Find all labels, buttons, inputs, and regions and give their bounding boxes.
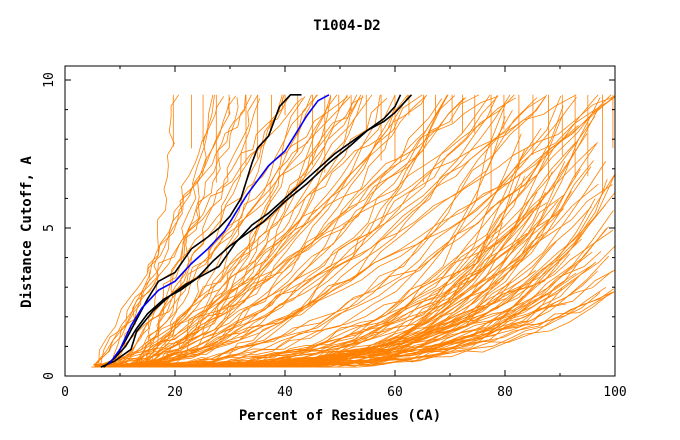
background-series-line [110, 96, 225, 368]
background-series-line [95, 97, 517, 367]
background-series-line [134, 97, 614, 368]
y-tick-label: 5 [42, 224, 57, 232]
background-series-line [124, 94, 246, 366]
highlight-series-line-black-3 [102, 94, 402, 368]
y-axis-label: Distance Cutoff, A [19, 156, 35, 308]
background-series-line [93, 94, 285, 366]
background-series-line [142, 94, 332, 367]
highlight-series-line-blue [108, 94, 330, 365]
background-series-line [115, 94, 358, 368]
highlight-series-line-black-2 [100, 94, 413, 368]
background-series-line [129, 94, 259, 366]
background-series-line [105, 96, 351, 368]
background-series-line [98, 94, 252, 368]
x-tick-label: 0 [61, 385, 69, 400]
x-tick-label: 20 [167, 385, 183, 400]
background-series-line [96, 94, 423, 368]
background-series-line [93, 96, 349, 366]
background-series-line [131, 96, 498, 368]
background-series-line [117, 94, 373, 368]
background-series-line [143, 94, 283, 368]
x-axis-label: Percent of Residues (CA) [239, 408, 441, 424]
highlight-series-group [100, 94, 413, 368]
background-series-line [137, 96, 616, 366]
background-series-line [103, 94, 348, 368]
background-series-line [139, 97, 284, 365]
background-series-line [106, 194, 565, 368]
x-tick-label: 40 [277, 385, 293, 400]
axes: 0 20 40 60 80 100 0 5 10 [42, 66, 627, 400]
background-series-line [131, 98, 261, 368]
highlight-series-line-black-1 [102, 94, 302, 368]
background-series-line [121, 183, 599, 368]
background-series-line [91, 204, 607, 368]
background-series-line [96, 97, 231, 365]
background-series-line [138, 94, 318, 368]
background-series-line [134, 106, 600, 368]
background-series-line [150, 96, 332, 366]
background-series-line [115, 94, 381, 368]
background-series-line [94, 97, 465, 366]
y-tick-label: 0 [42, 372, 57, 380]
background-series-line [125, 94, 312, 368]
background-series-line [144, 94, 180, 366]
background-series-line [128, 115, 596, 368]
x-tick-label: 80 [497, 385, 513, 400]
background-series-line [105, 97, 467, 366]
background-series-line [145, 97, 239, 368]
chart-title: T1004-D2 [313, 18, 380, 34]
background-series-group [91, 94, 616, 368]
x-tick-label: 60 [387, 385, 403, 400]
background-series-line [118, 96, 546, 368]
background-series-line [124, 97, 388, 368]
y-tick-label: 10 [42, 72, 57, 88]
x-tick-label: 100 [603, 385, 626, 400]
background-series-line [141, 94, 515, 367]
